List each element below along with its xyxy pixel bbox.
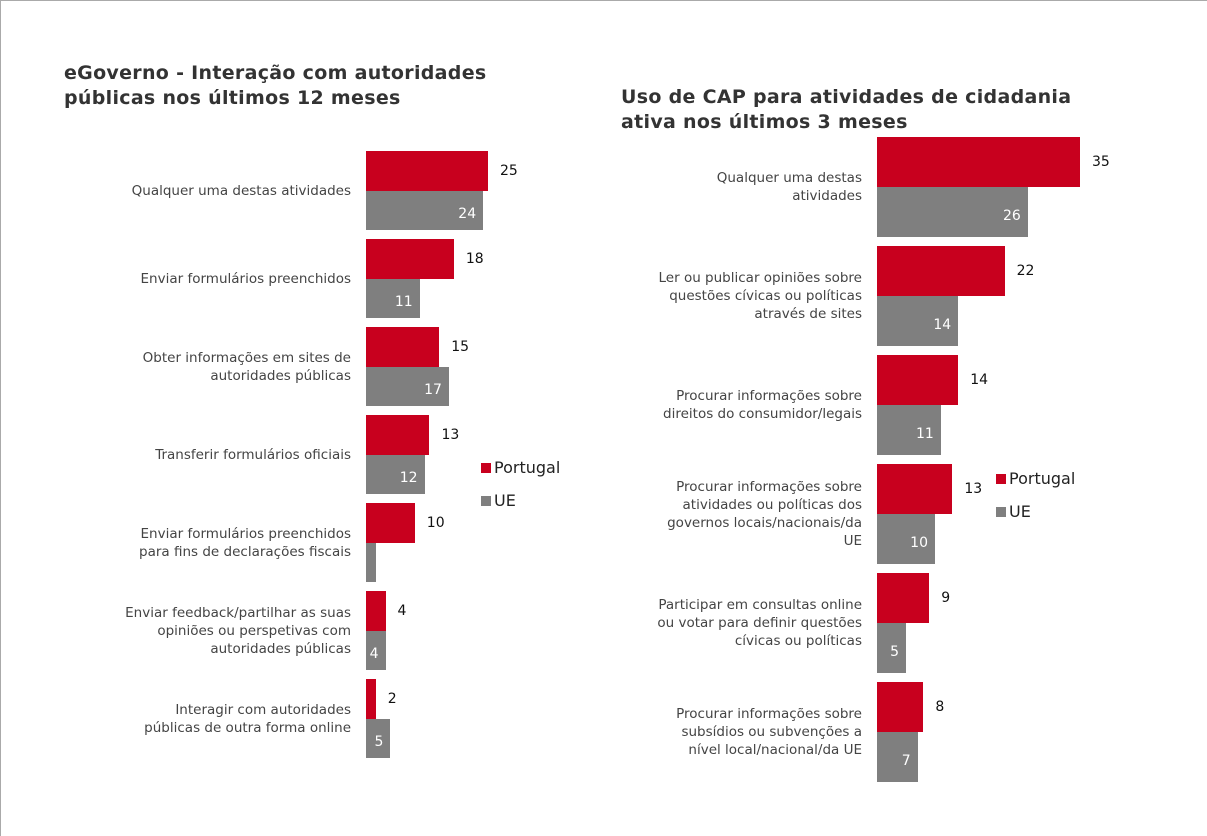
category-label: Qualquer uma destas atividades (131, 182, 351, 199)
value-label: 25 (500, 162, 518, 179)
value-label: 4 (369, 646, 379, 663)
bar (877, 732, 918, 782)
chart-title: Uso de CAP para atividades de cidadania … (621, 86, 1072, 133)
legend-label: UE (1009, 502, 1031, 521)
bar (877, 137, 1080, 187)
category-label: Procurar informações sobre subsídios ou … (676, 706, 862, 758)
value-label: 7 (901, 753, 911, 769)
category-label: Procurar informações sobre direitos do c… (663, 388, 862, 422)
legend-swatch (481, 495, 491, 506)
legend-item: Portugal (996, 469, 1075, 488)
legend-label: Portugal (494, 458, 561, 477)
bar (877, 682, 924, 732)
legend-swatch (996, 506, 1006, 517)
value-label: 14 (970, 372, 989, 388)
value-label: 15 (451, 338, 470, 355)
legend-item: UE (996, 502, 1031, 521)
bar (877, 187, 1028, 237)
chart-title: eGoverno - Interação com autoridades púb… (64, 62, 487, 109)
bar (877, 405, 941, 455)
value-label: 35 (1092, 154, 1110, 170)
bar (877, 296, 959, 346)
legend-label: Portugal (1009, 469, 1076, 488)
bar (366, 366, 449, 406)
bar (366, 151, 488, 191)
bar (366, 542, 376, 582)
value-label: 12 (399, 470, 418, 487)
bar (366, 327, 440, 367)
bar (877, 355, 959, 405)
bar (877, 464, 953, 514)
value-label: 22 (1016, 263, 1035, 279)
legend-swatch (996, 473, 1006, 484)
value-label: 5 (890, 644, 899, 660)
bar (877, 514, 935, 564)
bar (366, 503, 415, 543)
bar (366, 718, 391, 758)
legend-item: UE (481, 491, 516, 510)
bar (877, 573, 930, 623)
bar (366, 190, 484, 230)
value-label: 11 (394, 294, 413, 311)
category-label: Enviar feedback/partilhar as suas opiniõ… (125, 604, 351, 657)
bar (366, 591, 386, 631)
legend-swatch (481, 462, 491, 473)
value-label: 26 (1002, 208, 1021, 224)
bar (366, 415, 430, 455)
bar (366, 239, 454, 279)
value-label: 14 (933, 317, 952, 333)
bar (877, 623, 906, 673)
value-label: 10 (426, 514, 445, 531)
category-label: Enviar formulários preenchidos para fins… (139, 525, 351, 560)
value-label: 5 (374, 734, 384, 751)
bar (366, 679, 376, 719)
value-label: 11 (915, 426, 934, 442)
value-label: 2 (387, 690, 397, 707)
value-label: 13 (441, 426, 460, 443)
category-label: Qualquer uma destas atividades (716, 170, 862, 204)
value-label: 10 (910, 535, 928, 551)
bar (366, 454, 425, 494)
category-label: Interagir com autoridades públicas de ou… (144, 701, 351, 736)
bar (366, 278, 420, 318)
value-label: 9 (941, 590, 951, 606)
bar (877, 246, 1005, 296)
category-label: Transferir formulários oficiais (155, 446, 351, 463)
value-label: 4 (397, 602, 407, 619)
legend-label: UE (494, 491, 516, 510)
category-label: Procurar informações sobre atividades ou… (667, 479, 862, 549)
value-label: 18 (465, 250, 484, 267)
category-label: Participar em consultas online ou votar … (657, 597, 862, 649)
category-label: Obter informações em sites de autoridade… (142, 349, 351, 384)
bar (366, 630, 386, 670)
value-label: 17 (424, 382, 442, 399)
value-label: 24 (458, 206, 477, 223)
value-label: 13 (964, 481, 983, 497)
category-label: Enviar formulários preenchidos (140, 270, 351, 287)
legend-item: Portugal (481, 458, 560, 477)
value-label: 8 (935, 699, 945, 715)
category-label: Ler ou publicar opiniões sobre questões … (658, 270, 862, 322)
